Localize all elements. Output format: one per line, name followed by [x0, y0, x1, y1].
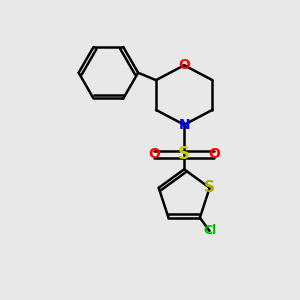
Text: O: O: [178, 58, 190, 72]
Text: S: S: [204, 180, 215, 195]
Text: N: N: [178, 118, 190, 132]
Text: O: O: [148, 148, 160, 161]
Text: S: S: [178, 146, 190, 164]
Text: O: O: [208, 148, 220, 161]
Text: Cl: Cl: [203, 224, 216, 237]
